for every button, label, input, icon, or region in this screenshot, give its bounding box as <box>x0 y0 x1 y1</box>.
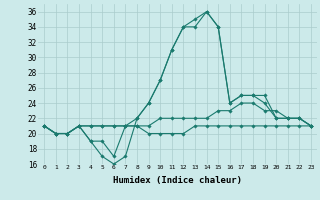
X-axis label: Humidex (Indice chaleur): Humidex (Indice chaleur) <box>113 176 242 185</box>
